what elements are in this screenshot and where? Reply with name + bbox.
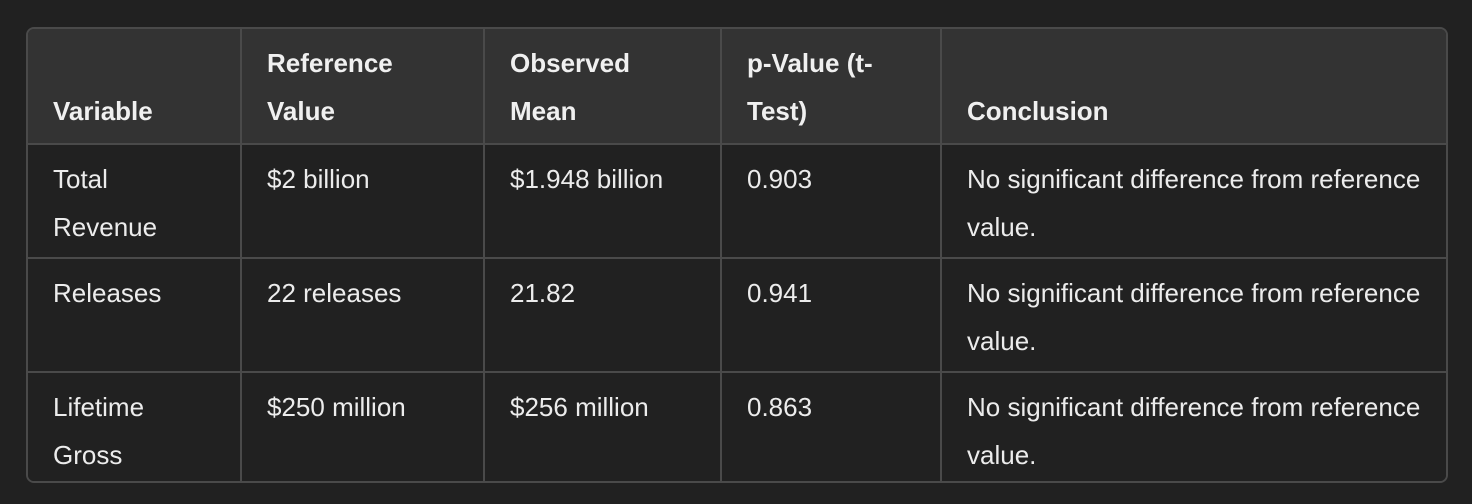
- cell-reference-value: $2 billion: [241, 144, 485, 259]
- header-reference-value: Reference Value: [241, 29, 485, 145]
- table-row: Total Revenue $2 billion $1.948 billion …: [28, 144, 1446, 259]
- table-row: Releases 22 releases 21.82 0.941 No sign…: [28, 258, 1446, 373]
- cell-reference-value: 22 releases: [241, 258, 485, 373]
- header-observed-mean: Observed Mean: [484, 29, 722, 145]
- results-table-container: Variable Reference Value Observed Mean p…: [26, 27, 1448, 483]
- header-conclusion: Conclusion: [941, 29, 1446, 145]
- cell-variable: Total Revenue: [28, 144, 242, 259]
- header-variable: Variable: [28, 29, 242, 145]
- cell-observed-mean: 21.82: [484, 258, 722, 373]
- cell-p-value: 0.903: [721, 144, 942, 259]
- hypothesis-test-table: Variable Reference Value Observed Mean p…: [28, 29, 1446, 481]
- cell-conclusion: No significant difference from reference…: [941, 372, 1446, 481]
- cell-observed-mean: $1.948 billion: [484, 144, 722, 259]
- cell-p-value: 0.941: [721, 258, 942, 373]
- cell-p-value: 0.863: [721, 372, 942, 481]
- header-p-value: p-Value (t-Test): [721, 29, 942, 145]
- cell-reference-value: $250 million: [241, 372, 485, 481]
- cell-variable: Lifetime Gross: [28, 372, 242, 481]
- cell-conclusion: No significant difference from reference…: [941, 144, 1446, 259]
- cell-conclusion: No significant difference from reference…: [941, 258, 1446, 373]
- table-row: Lifetime Gross $250 million $256 million…: [28, 372, 1446, 481]
- cell-observed-mean: $256 million: [484, 372, 722, 481]
- table-header-row: Variable Reference Value Observed Mean p…: [28, 29, 1446, 145]
- cell-variable: Releases: [28, 258, 242, 373]
